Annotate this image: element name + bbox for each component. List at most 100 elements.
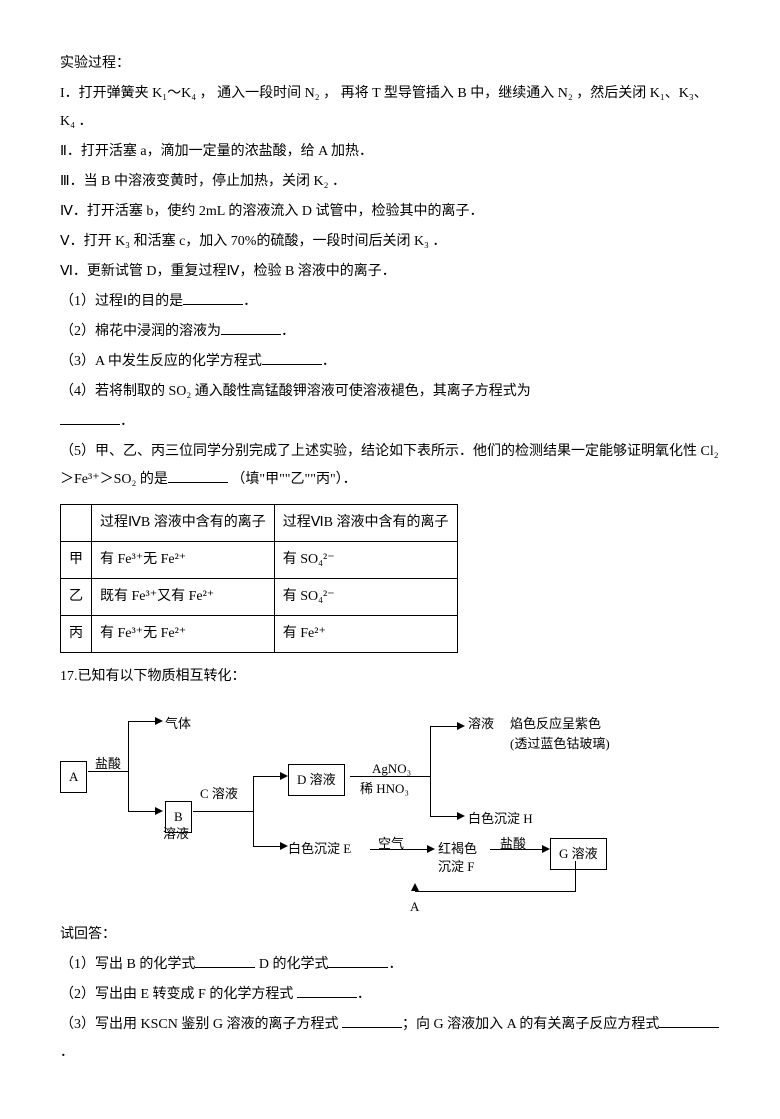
table-header-c2: 过程ⅣB 溶液中含有的离子 <box>92 505 275 542</box>
arrow-head <box>280 842 288 850</box>
arrow-line <box>430 726 431 816</box>
question-5a-text: （5）甲、乙、丙三位同学分别完成了上述实验，结论如下表所示．他们的检测结果一定能… <box>60 444 719 487</box>
period: ． <box>281 324 295 339</box>
arrow-line <box>88 771 128 772</box>
diagram-label-c: C 溶液 <box>200 781 238 807</box>
diagram-label-hno3: 稀 HNO₃ <box>360 776 409 802</box>
question-4: （4）若将制取的 SO₂ 通入酸性高锰酸钾溶液可使溶液褪色，其离子方程式为 <box>60 378 720 406</box>
diagram-label-f: 沉淀 F <box>438 854 474 880</box>
q17-2-text: （2）写出由 E 转变成 F 的化学方程式 <box>60 987 297 1002</box>
table-cell: 既有 Fe³⁺又有 Fe²⁺ <box>92 579 275 616</box>
arrow-head <box>280 772 288 780</box>
table-row: 甲 有 Fe³⁺无 Fe²⁺ 有 SO₄²⁻ <box>61 542 458 579</box>
question-1-text: （1）过程Ⅰ的目的是 <box>60 294 183 309</box>
table-row: 丙 有 Fe³⁺无 Fe²⁺ 有 Fe²⁺ <box>61 616 458 653</box>
arrow-head <box>411 883 419 891</box>
table-cell: 乙 <box>61 579 92 616</box>
table-cell: 有 Fe²⁺ <box>274 616 457 653</box>
q17-3a-text: （3）写出用 KSCN 鉴别 G 溶液的离子方程式 <box>60 1017 342 1032</box>
arrow-line <box>490 849 545 850</box>
arrow-line <box>575 861 576 891</box>
question-3: （3）A 中发生反应的化学方程式 ． <box>60 348 720 376</box>
arrow-line <box>253 776 283 777</box>
diagram-label-h: 白色沉淀 H <box>468 806 533 832</box>
diagram-label-kongqi: 空气 <box>378 831 404 857</box>
q17-title: 17.已知有以下物质相互转化： <box>60 663 720 691</box>
diagram-label-rongye2: 溶液 <box>468 711 494 737</box>
table-cell: 有 Fe³⁺无 Fe²⁺ <box>92 616 275 653</box>
table-cell: 甲 <box>61 542 92 579</box>
period: ． <box>60 1045 74 1060</box>
table-cell: 有 SO₄²⁻ <box>274 542 457 579</box>
question-4-text: （4）若将制取的 SO₂ 通入酸性高锰酸钾溶液可使溶液褪色，其离子方程式为 <box>60 384 531 399</box>
diagram-label-toguo: (透过蓝色钴玻璃) <box>510 731 610 757</box>
period: ． <box>120 414 134 429</box>
arrow-head <box>155 717 163 725</box>
experiment-header: 实验过程： <box>60 50 720 78</box>
arrow-line <box>128 721 129 811</box>
blank-17-1b <box>328 951 388 968</box>
question-5: （5）甲、乙、丙三位同学分别完成了上述实验，结论如下表所示．他们的检测结果一定能… <box>60 438 720 494</box>
arrow-head <box>155 807 163 815</box>
diagram-label-yansuan: 盐酸 <box>95 751 121 777</box>
step-5: Ⅴ．打开 K₃ 和活塞 c，加入 70%的硫酸，一段时间后关闭 K₃ ． <box>60 228 720 256</box>
arrow-line <box>128 721 158 722</box>
arrow-line <box>253 776 254 846</box>
table-header-c1 <box>61 505 92 542</box>
table-cell: 丙 <box>61 616 92 653</box>
q17-2: （2）写出由 E 转变成 F 的化学方程式 ． <box>60 981 720 1009</box>
diagram-label-e: 白色沉淀 E <box>288 836 351 862</box>
arrow-head <box>457 812 465 820</box>
arrow-line <box>253 846 283 847</box>
diagram-label-a2: A <box>410 894 419 920</box>
results-table: 过程ⅣB 溶液中含有的离子 过程ⅥB 溶液中含有的离子 甲 有 Fe³⁺无 Fe… <box>60 504 458 653</box>
period: ． <box>243 294 257 309</box>
diagram-label-rongye-b: 溶液 <box>163 821 189 847</box>
diagram-label-qiti: 气体 <box>165 711 191 737</box>
question-1: （1）过程Ⅰ的目的是 ． <box>60 288 720 316</box>
arrow-head <box>427 845 435 853</box>
diagram-box-a: A <box>60 761 87 793</box>
diagram-box-d: D 溶液 <box>288 764 345 796</box>
arrow-line <box>370 849 430 850</box>
blank-4 <box>60 408 120 425</box>
diagram-box-g: G 溶液 <box>550 838 607 870</box>
question-2-text: （2）棉花中浸润的溶液为 <box>60 324 221 339</box>
arrow-line <box>193 811 253 812</box>
table-cell: 有 SO₄²⁻ <box>274 579 457 616</box>
arrow-head <box>542 845 550 853</box>
arrow-line <box>128 811 158 812</box>
period: ． <box>388 957 402 972</box>
arrow-line <box>430 816 460 817</box>
q17-1: （1）写出 B 的化学式 D 的化学式 ． <box>60 951 720 979</box>
q17-3b-text: ；向 G 溶液加入 A 的有关离子反应方程式 <box>402 1017 659 1032</box>
arrow-line <box>430 726 460 727</box>
question-3-text: （3）A 中发生反应的化学方程式 <box>60 354 262 369</box>
flowchart-diagram: A 盐酸 气体 B 溶液 C 溶液 D 溶液 白色沉淀 E AgNO₃ 稀 HN… <box>60 706 700 906</box>
blank-17-3a <box>342 1011 402 1028</box>
blank-17-2 <box>297 981 357 998</box>
step-3: Ⅲ．当 B 中溶液变黄时，停止加热，关闭 K₂ ． <box>60 168 720 196</box>
step-1: I．打开弹簧夹 K₁～K₄ ， 通入一段时间 N₂ ， 再将 T 型导管插入 B… <box>60 80 720 136</box>
step-6: Ⅵ．更新试管 D，重复过程Ⅳ，检验 B 溶液中的离子． <box>60 258 720 286</box>
q17-1a-text: （1）写出 B 的化学式 <box>60 957 195 972</box>
period: ． <box>322 354 336 369</box>
arrow-line <box>350 776 430 777</box>
period: ． <box>357 987 371 1002</box>
blank-1 <box>183 288 243 305</box>
blank-17-3b <box>659 1011 719 1028</box>
table-header-row: 过程ⅣB 溶液中含有的离子 过程ⅥB 溶液中含有的离子 <box>61 505 458 542</box>
q17-3: （3）写出用 KSCN 鉴别 G 溶液的离子方程式 ；向 G 溶液加入 A 的有… <box>60 1011 720 1067</box>
table-header-c3: 过程ⅥB 溶液中含有的离子 <box>274 505 457 542</box>
arrow-line <box>415 891 576 892</box>
q17-1b-text: D 的化学式 <box>255 957 328 972</box>
table-cell: 有 Fe³⁺无 Fe²⁺ <box>92 542 275 579</box>
blank-3 <box>262 348 322 365</box>
step-2: Ⅱ．打开活塞 a，滴加一定量的浓盐酸，给 A 加热． <box>60 138 720 166</box>
question-2: （2）棉花中浸润的溶液为 ． <box>60 318 720 346</box>
q17-intro: 试回答： <box>60 921 720 949</box>
arrow-head <box>457 722 465 730</box>
diagram-label-yansuan2: 盐酸 <box>500 831 526 857</box>
blank-2 <box>221 318 281 335</box>
blank-5 <box>168 466 228 483</box>
